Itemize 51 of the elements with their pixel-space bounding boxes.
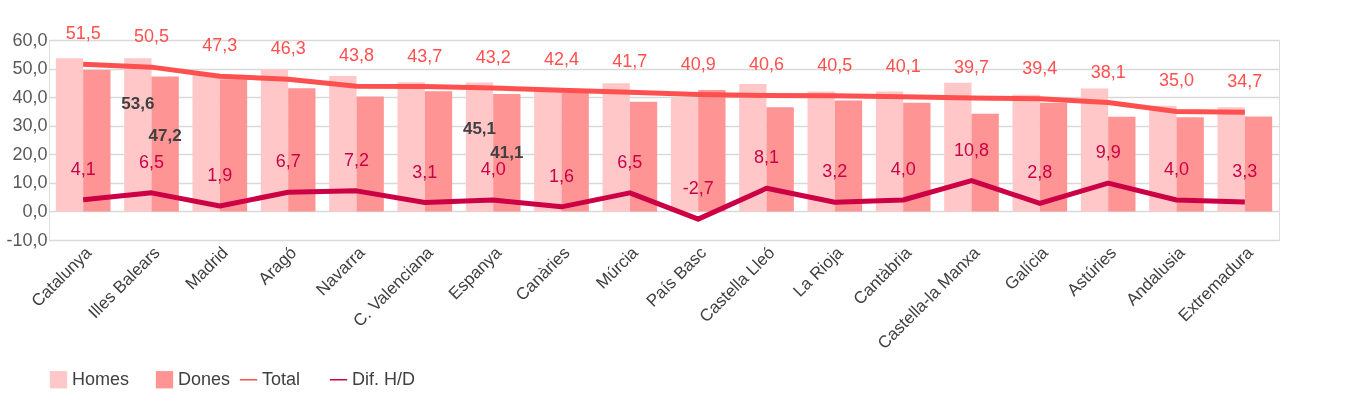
data-label: 1,6	[548, 165, 575, 186]
data-label: 4,0	[480, 159, 506, 179]
data-label: 40,9	[680, 53, 716, 74]
legend-label: Dif. H/D	[352, 368, 415, 389]
data-label: 46,3	[270, 38, 306, 59]
legend-label: Homes	[72, 368, 130, 389]
data-label: 6,5	[617, 151, 643, 172]
data-label: 34,7	[1227, 71, 1263, 92]
data-label: 2,8	[1027, 162, 1053, 183]
data-label: 43,2	[475, 47, 511, 67]
y-tick-label: 50,0	[12, 58, 48, 79]
data-label: 6,7	[275, 151, 301, 172]
data-label: 42,4	[543, 49, 580, 70]
data-label: 3,3	[1232, 161, 1258, 181]
data-label: 10,8	[953, 139, 990, 160]
y-tick-label: 40,0	[12, 86, 48, 107]
data-label: 6,5	[138, 151, 165, 172]
data-label: 3,1	[412, 161, 438, 182]
data-label: 47,3	[202, 35, 238, 56]
data-label: 9,9	[1095, 142, 1121, 163]
y-tick-label: 30,0	[12, 115, 48, 136]
legend-label: Total	[262, 368, 301, 389]
legend-label: Dones	[178, 368, 231, 389]
y-tick-label: 0,0	[22, 200, 48, 221]
data-label: 3,2	[822, 161, 848, 182]
data-label: 45,1	[462, 118, 497, 138]
data-label: 1,9	[207, 165, 233, 185]
y-tick-label: 60,0	[12, 29, 48, 50]
data-label: 53,6	[121, 94, 155, 114]
data-label: 4,0	[890, 159, 916, 179]
data-label: 8,1	[753, 147, 780, 168]
data-label: 4,1	[70, 158, 96, 179]
data-label: 43,7	[407, 45, 443, 66]
data-label: 4,0	[1163, 159, 1190, 179]
data-label: -2,7	[682, 178, 714, 199]
data-label: 35,0	[1158, 70, 1195, 91]
data-label: 41,1	[490, 143, 524, 162]
data-label: 40,5	[817, 54, 853, 75]
data-label: 39,7	[953, 57, 990, 77]
data-label: 50,5	[133, 26, 170, 47]
data-label: 43,8	[338, 45, 375, 66]
data-label: 40,6	[748, 54, 785, 75]
y-tick-label: 10,0	[12, 172, 48, 193]
data-label: 40,1	[885, 55, 921, 76]
data-label: 41,7	[612, 51, 648, 72]
data-label: 38,1	[1090, 61, 1126, 82]
data-label: 39,4	[1022, 57, 1058, 78]
data-label: 51,5	[65, 23, 101, 44]
y-tick-label: -10,0	[6, 229, 48, 250]
data-label: 7,2	[343, 149, 370, 170]
y-tick-label: 20,0	[12, 143, 48, 164]
